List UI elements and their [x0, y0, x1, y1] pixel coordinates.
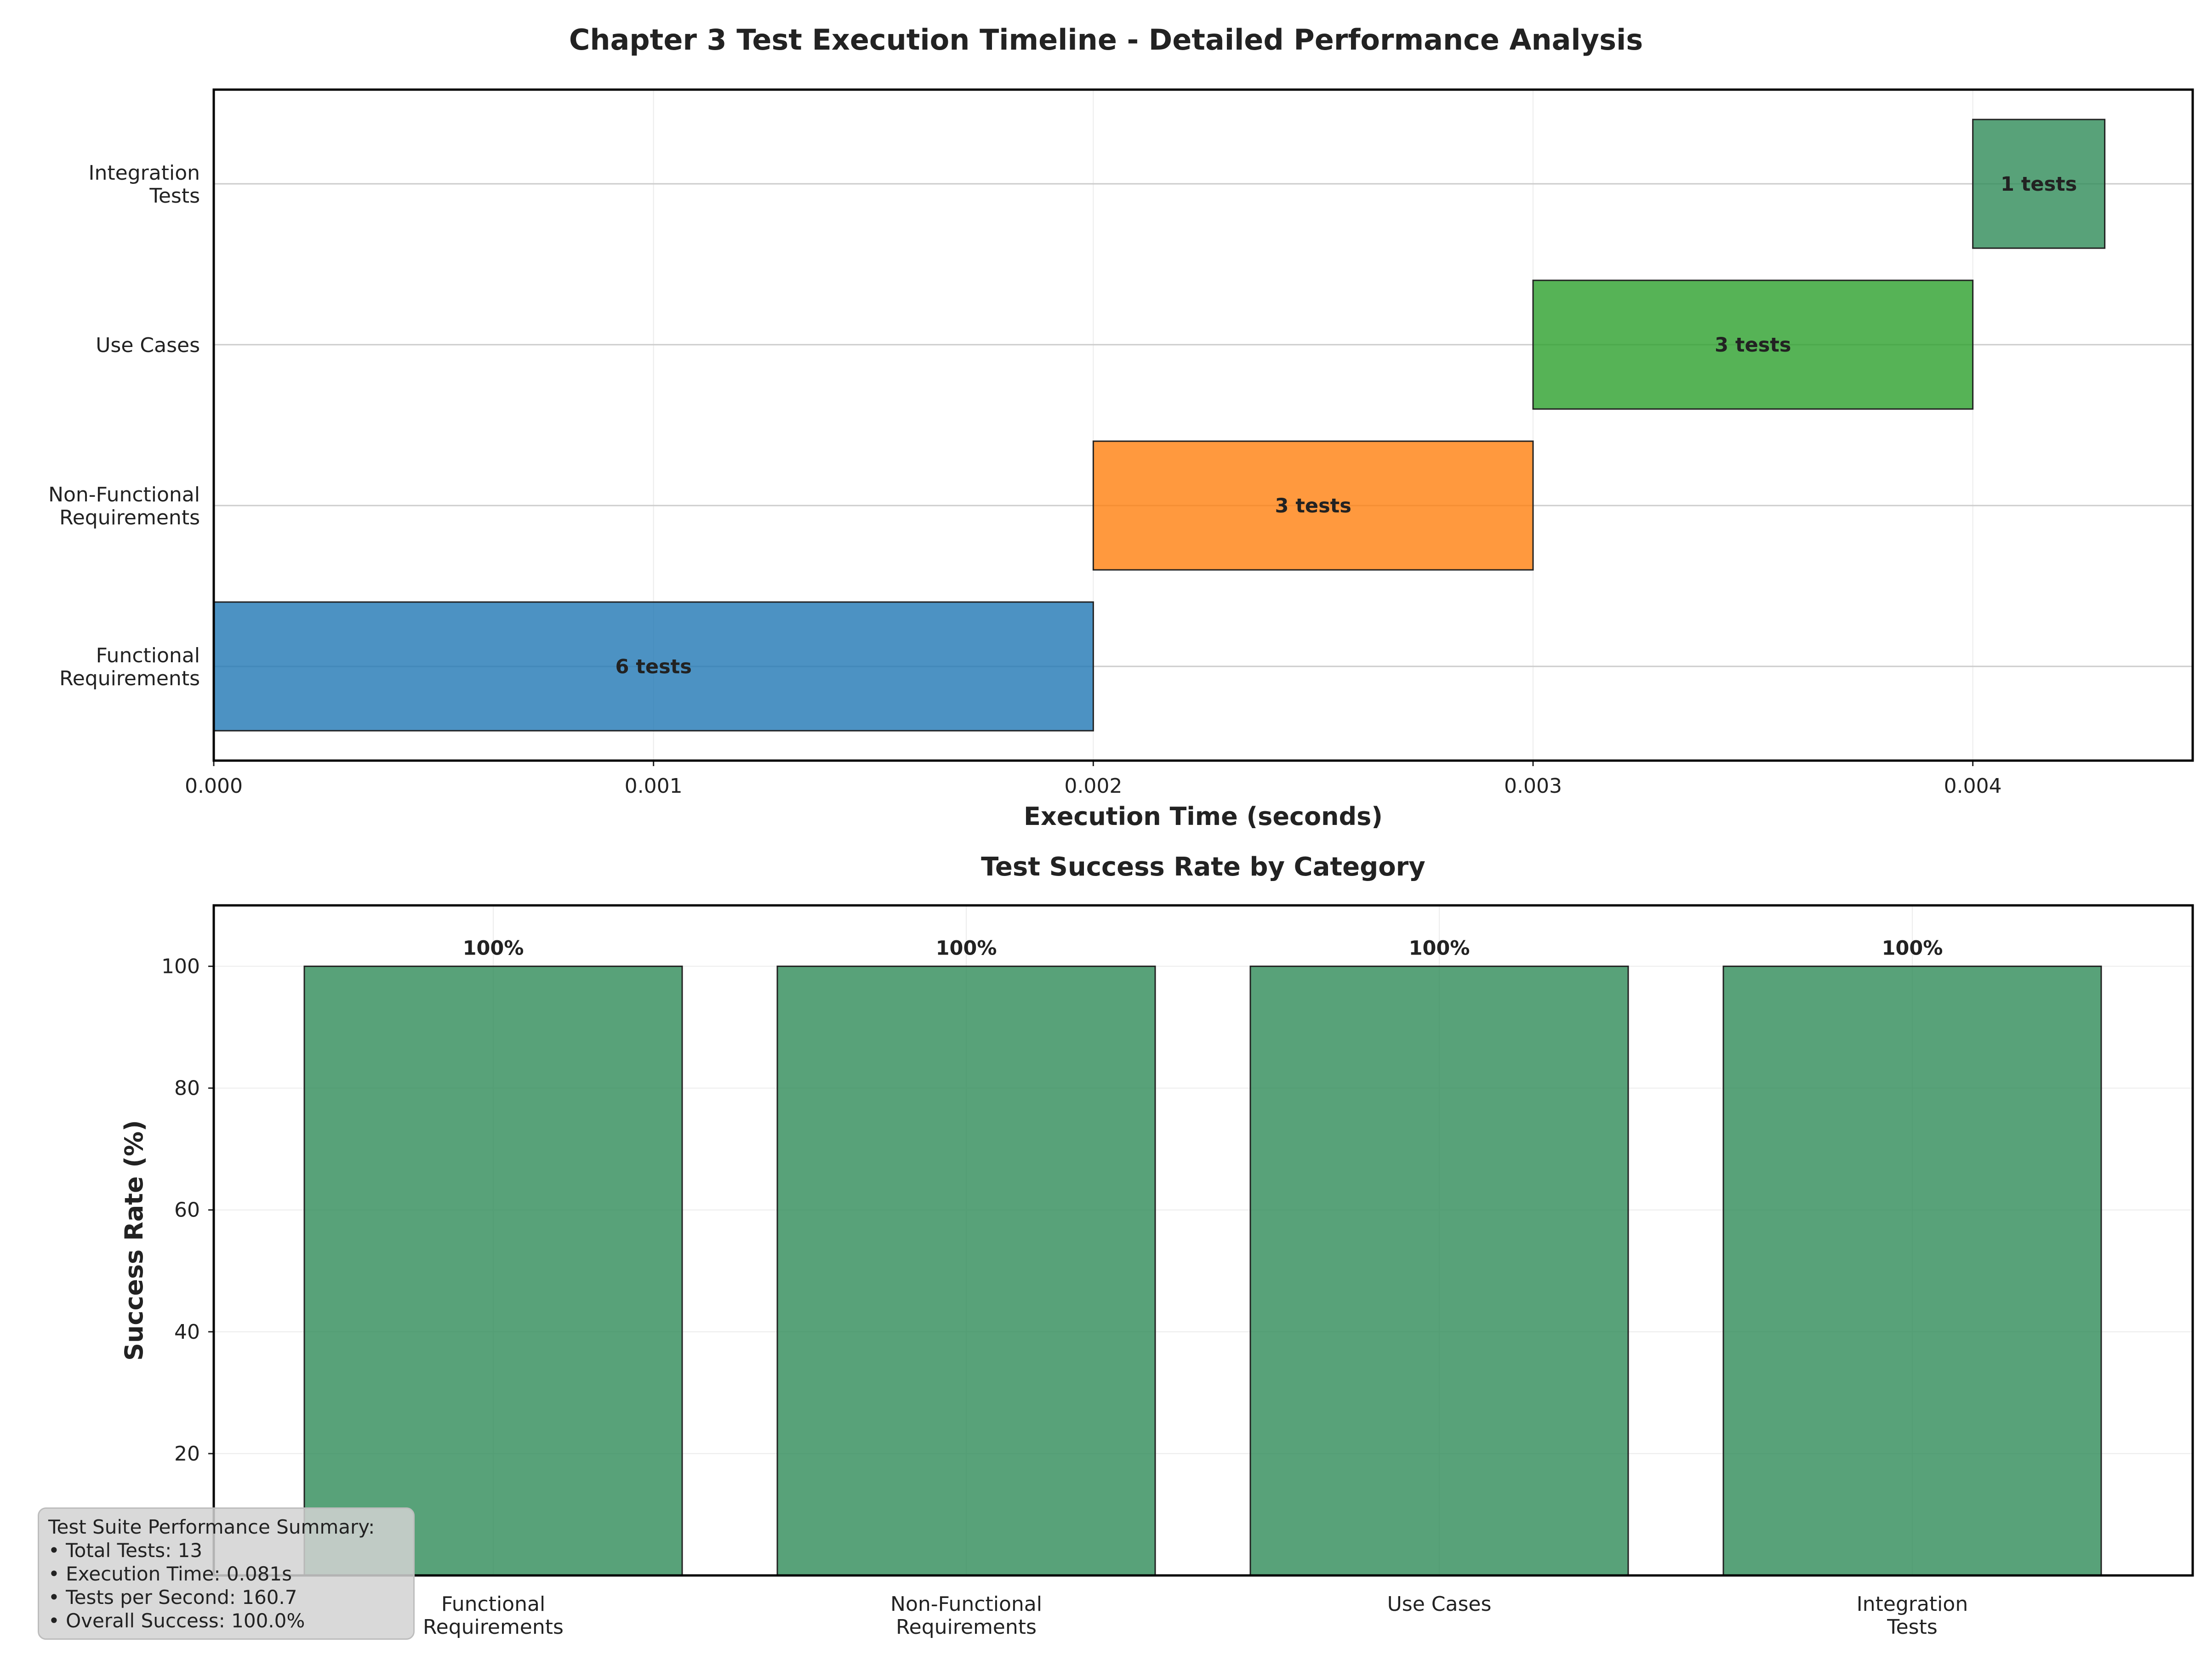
- summary-execution-time: • Execution Time: 0.081s: [48, 1563, 292, 1585]
- success-y-tick-label: 80: [174, 1077, 200, 1100]
- timeline-bar-label: 3 tests: [1715, 334, 1791, 357]
- summary-total-tests: • Total Tests: 13: [48, 1539, 203, 1562]
- summary-title: Test Suite Performance Summary:: [48, 1516, 375, 1538]
- success-chart-title: Test Success Rate by Category: [981, 852, 1425, 882]
- summary-tests-per-second: • Tests per Second: 160.7: [48, 1586, 297, 1609]
- timeline-category-label: Non-Functional Requirements: [48, 483, 200, 529]
- success-plot-frame: [212, 904, 2194, 1577]
- success-category-label: Non-Functional Requirements: [890, 1592, 1042, 1639]
- timeline-bar: [213, 601, 1094, 732]
- timeline-x-tick-label: 0.001: [625, 774, 683, 798]
- success-y-tick-label: 40: [174, 1320, 200, 1344]
- performance-summary-box: Test Suite Performance Summary: • Total …: [38, 1507, 415, 1640]
- timeline-x-tick-label: 0.000: [185, 774, 243, 798]
- success-category-label: Use Cases: [1387, 1592, 1492, 1616]
- timeline-title: Chapter 3 Test Execution Timeline - Deta…: [569, 23, 1643, 57]
- timeline-x-tick-label: 0.003: [1504, 774, 1562, 798]
- timeline-x-axis-label: Execution Time (seconds): [1024, 802, 1383, 831]
- success-y-tick-label: 60: [174, 1199, 200, 1222]
- success-bar: [1722, 966, 2102, 1576]
- success-bar-label: 100%: [1409, 937, 1470, 960]
- timeline-bar: [1972, 119, 2106, 249]
- timeline-category-label: Functional Requirements: [59, 644, 200, 690]
- timeline-bar-label: 6 tests: [615, 655, 691, 678]
- success-bar-label: 100%: [936, 937, 997, 960]
- timeline-x-tick-label: 0.002: [1064, 774, 1122, 798]
- success-bar: [303, 966, 683, 1576]
- success-category-label: Functional Requirements: [423, 1592, 564, 1639]
- timeline-bar-label: 1 tests: [2001, 173, 2077, 196]
- timeline-bar-label: 3 tests: [1275, 495, 1351, 517]
- success-y-axis-label: Success Rate (%): [120, 1120, 148, 1361]
- success-y-tick-label: 100: [161, 955, 200, 978]
- timeline-bar: [1092, 440, 1534, 571]
- success-category-label: Integration Tests: [1857, 1592, 1968, 1639]
- success-bar-label: 100%: [1882, 937, 1943, 960]
- success-bar: [1249, 966, 1629, 1576]
- timeline-x-tick-label: 0.004: [1944, 774, 2002, 798]
- timeline-plot-frame: [212, 88, 2194, 762]
- summary-overall-success: • Overall Success: 100.0%: [48, 1609, 305, 1632]
- timeline-category-label: Use Cases: [96, 334, 200, 357]
- success-y-tick-label: 20: [174, 1442, 200, 1466]
- timeline-bar: [1532, 279, 1974, 410]
- success-bar-label: 100%: [463, 937, 524, 960]
- timeline-category-label: Integration Tests: [89, 161, 200, 208]
- success-bar: [776, 966, 1156, 1576]
